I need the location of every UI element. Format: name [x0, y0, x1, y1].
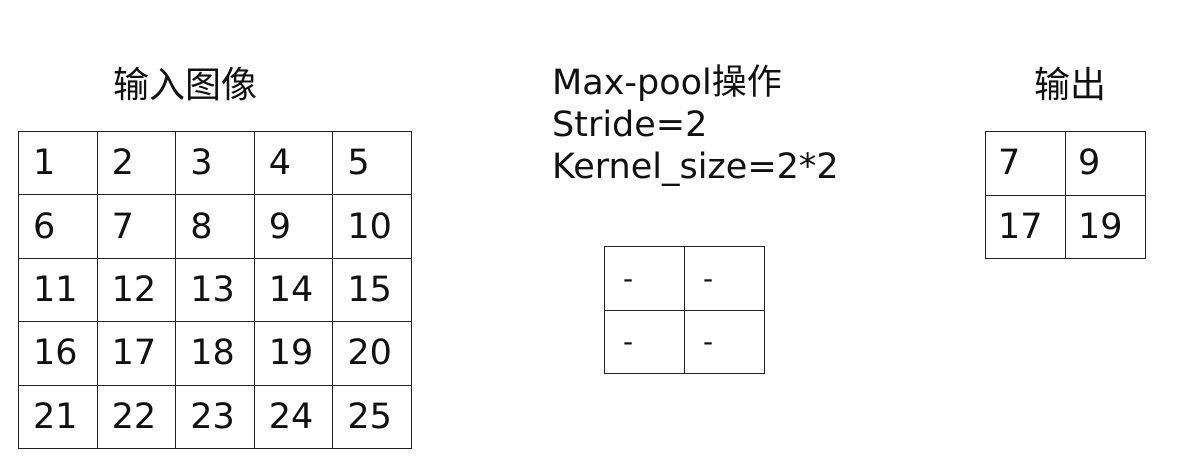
input-grid-body: 1 2 3 4 5 6 7 8 9 10 11 12 13 14 15 16 17 18 19 20 21 22 23 24 2… — [18, 130, 412, 449]
operation-description: Max-pool操作 Stride=2 Kernel_size=2*2 — [552, 62, 839, 188]
input-grid-cell: 15 — [332, 257, 412, 323]
input-grid-cell: 13 — [175, 257, 255, 323]
kernel-grid-body: ---- — [604, 246, 765, 374]
input-grid-cell: 8 — [175, 194, 255, 259]
input-grid-cell: 10 — [332, 194, 412, 259]
kernel-grid: ---- — [604, 246, 765, 374]
input-grid: 1 2 3 4 5 6 7 8 9 10 11 12 13 14 15 16 17 18 19 20 21 22 23 24 2… — [18, 130, 412, 449]
kernel-grid-cell: - — [684, 309, 765, 374]
input-grid-cell: 14 — [253, 257, 334, 323]
input-grid-row: 16 17 18 19 20 — [18, 321, 412, 386]
input-grid-cell: 7 — [96, 194, 177, 259]
input-grid-cell: 3 — [175, 130, 255, 196]
kernel-grid-cell: - — [684, 246, 765, 311]
input-grid-cell: 11 — [18, 257, 98, 323]
kernel-grid-row: -- — [604, 309, 765, 374]
input-grid-cell: 24 — [253, 384, 334, 449]
output-grid-cell: 19 — [1065, 194, 1146, 259]
input-grid-cell: 2 — [96, 130, 177, 196]
input-grid-cell: 23 — [175, 384, 255, 449]
input-grid-cell: 9 — [253, 194, 334, 259]
input-grid-row: 11 12 13 14 15 — [18, 257, 412, 323]
output-title: 输出 — [1034, 65, 1107, 106]
operation-name: Max-pool操作 — [552, 63, 782, 103]
output-grid-cell: 7 — [985, 131, 1066, 196]
input-grid-cell: 25 — [332, 384, 412, 449]
input-grid-cell: 1 — [18, 130, 98, 196]
output-grid-body: 7 9 17 19 — [985, 131, 1146, 259]
input-grid-cell: 12 — [96, 257, 177, 323]
input-grid-cell: 19 — [253, 321, 334, 386]
input-grid-cell: 22 — [96, 384, 177, 449]
input-grid-cell: 5 — [332, 130, 412, 196]
input-grid-row: 21 22 23 24 25 — [18, 384, 412, 449]
input-grid-cell: 16 — [18, 321, 98, 386]
output-grid: 7 9 17 19 — [985, 131, 1146, 259]
operation-stride: Stride=2 — [552, 105, 708, 145]
operation-kernel-size: Kernel_size=2*2 — [552, 147, 839, 187]
input-grid-cell: 6 — [18, 194, 98, 259]
kernel-grid-row: -- — [604, 246, 765, 311]
input-grid-row: 6 7 8 9 10 — [18, 194, 412, 259]
kernel-grid-cell: - — [604, 309, 685, 374]
input-grid-cell: 21 — [18, 384, 98, 449]
input-grid-cell: 17 — [96, 321, 177, 386]
input-grid-cell: 4 — [253, 130, 334, 196]
output-grid-cell: 17 — [985, 194, 1066, 259]
input-title: 输入图像 — [113, 65, 258, 106]
input-grid-cell: 20 — [332, 321, 412, 386]
input-grid-cell: 18 — [175, 321, 255, 386]
output-grid-cell: 9 — [1065, 131, 1146, 196]
kernel-grid-cell: - — [604, 246, 685, 311]
output-grid-row: 17 19 — [985, 194, 1146, 259]
